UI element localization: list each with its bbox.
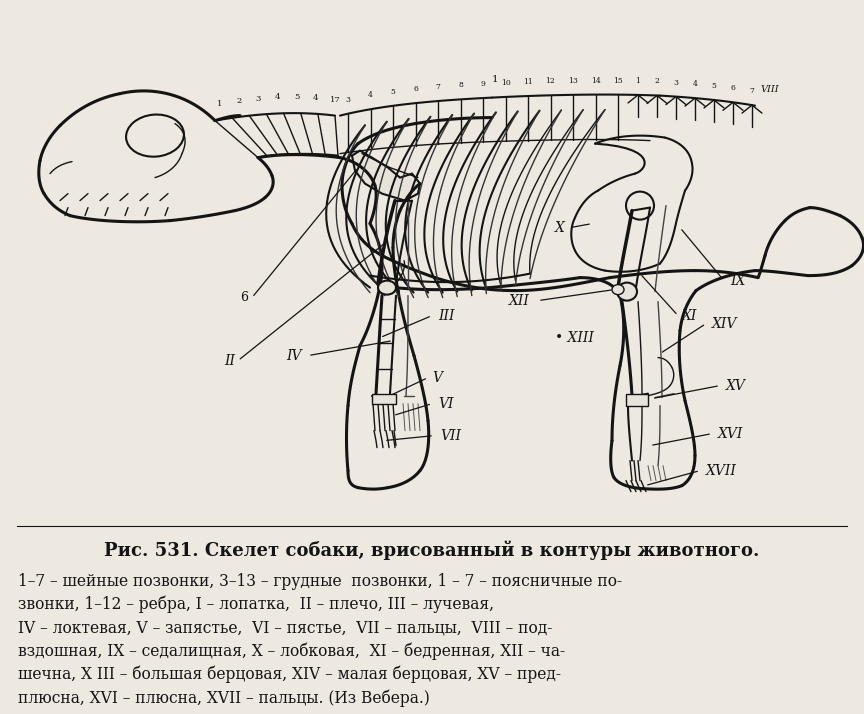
Text: XIV: XIV [712,316,737,331]
Text: 9: 9 [480,80,486,88]
Bar [626,393,648,406]
Text: 3: 3 [346,96,351,104]
Ellipse shape [378,281,396,295]
Text: 17: 17 [330,96,340,104]
Text: 5: 5 [712,82,716,90]
Text: 10: 10 [500,79,511,87]
Text: 4: 4 [275,94,280,101]
Text: • XIII: • XIII [555,331,594,345]
Text: 3: 3 [256,95,261,103]
Text: X: X [556,221,565,235]
Text: VIII: VIII [760,85,779,94]
Text: 3: 3 [674,79,678,86]
Text: 6: 6 [413,85,418,93]
Text: 8: 8 [458,81,463,89]
Text: XVI: XVI [718,426,743,441]
Polygon shape [352,151,420,201]
Text: 6: 6 [731,84,735,92]
Text: 1: 1 [636,77,640,85]
Text: 13: 13 [568,77,578,85]
Text: XV: XV [726,378,746,393]
Text: III: III [438,308,454,323]
Text: 2: 2 [655,78,659,86]
Text: XI: XI [682,308,697,323]
Text: VI: VI [438,396,454,411]
Text: 4: 4 [693,80,697,88]
Text: 7: 7 [750,87,754,95]
Text: 7: 7 [435,83,441,91]
Text: 4: 4 [313,94,319,102]
Text: V: V [432,371,442,385]
Text: Рис. 531. Скелет собаки, врисованный в контуры животного.: Рис. 531. Скелет собаки, врисованный в к… [105,541,759,560]
Text: 14: 14 [591,76,600,84]
Text: 1: 1 [218,100,223,108]
Text: 1: 1 [492,74,499,84]
Text: II: II [224,353,235,368]
Ellipse shape [612,285,624,295]
Text: XVII: XVII [706,463,737,478]
Text: 5: 5 [391,88,396,96]
Bar [372,393,396,403]
Ellipse shape [617,283,637,301]
Text: 6: 6 [240,291,248,304]
Text: IV: IV [287,348,302,363]
Text: 15: 15 [613,76,623,85]
Text: 11: 11 [523,78,533,86]
Text: XII: XII [509,293,530,308]
Text: 12: 12 [546,77,556,85]
Text: 1–7 – шейные позвонки, 3–13 – грудные  позвонки, 1 – 7 – поясничные по-
звонки, : 1–7 – шейные позвонки, 3–13 – грудные по… [18,573,622,707]
Text: IX: IX [730,273,746,288]
Text: 5: 5 [294,93,299,101]
Text: 4: 4 [368,91,373,99]
Text: VII: VII [440,428,461,443]
Text: 2: 2 [237,97,242,105]
